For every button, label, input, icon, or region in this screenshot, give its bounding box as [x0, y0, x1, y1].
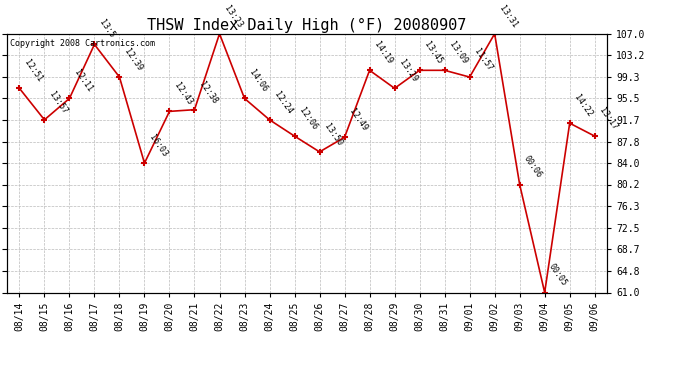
Text: Copyright 2008 Cartronics.com: Copyright 2008 Cartronics.com — [10, 39, 155, 48]
Text: 12:49: 12:49 — [347, 107, 368, 133]
Title: THSW Index Daily High (°F) 20080907: THSW Index Daily High (°F) 20080907 — [148, 18, 466, 33]
Text: 12:11: 12:11 — [72, 68, 94, 94]
Text: 13:57: 13:57 — [47, 90, 68, 116]
Text: 13:45: 13:45 — [422, 40, 444, 66]
Text: 00:06: 00:06 — [522, 154, 544, 180]
Text: 00:05: 00:05 — [547, 262, 569, 288]
Text: 12:24: 12:24 — [272, 90, 294, 116]
Text: 14:06: 14:06 — [247, 68, 268, 94]
Text: 13:31: 13:31 — [497, 4, 519, 29]
Text: 14:22: 14:22 — [572, 93, 594, 118]
Text: 16:03: 16:03 — [147, 133, 168, 159]
Text: 13:50: 13:50 — [322, 122, 344, 147]
Text: 13:29: 13:29 — [397, 58, 419, 84]
Text: 12:38: 12:38 — [197, 80, 219, 105]
Text: 12:51: 12:51 — [22, 58, 43, 84]
Text: 13:23: 13:23 — [222, 4, 244, 29]
Text: 13:5: 13:5 — [97, 18, 116, 40]
Text: 12:39: 12:39 — [122, 47, 144, 73]
Text: 12:06: 12:06 — [297, 106, 319, 132]
Text: 14:19: 14:19 — [372, 40, 394, 66]
Text: 12:43: 12:43 — [172, 81, 194, 107]
Text: 11:57: 11:57 — [472, 47, 494, 73]
Text: 13:17: 13:17 — [598, 106, 619, 132]
Text: 13:09: 13:09 — [447, 40, 469, 66]
